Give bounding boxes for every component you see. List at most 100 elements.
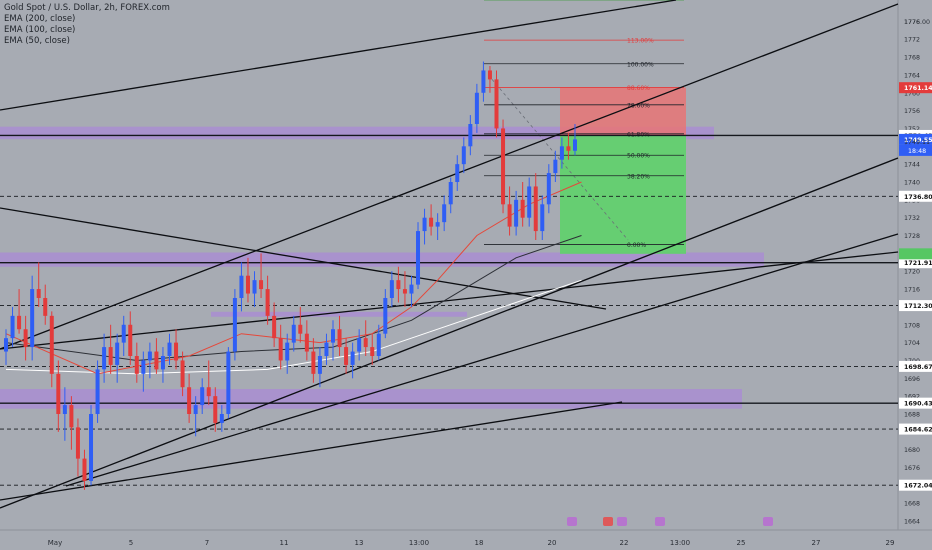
candle-body xyxy=(527,186,532,218)
candle-body xyxy=(265,289,270,316)
indicator-ema200[interactable]: EMA (200, close) xyxy=(4,14,76,24)
candle-body xyxy=(507,204,512,227)
candle-body xyxy=(487,70,492,80)
time-tick-label: 25 xyxy=(737,539,746,547)
candle-body xyxy=(239,275,244,298)
candle-body xyxy=(108,347,113,365)
indicator-ema50[interactable]: EMA (50, close) xyxy=(4,36,70,46)
candle-body xyxy=(56,373,61,414)
price-tick-label: 1732 xyxy=(904,215,920,222)
candle-body xyxy=(383,298,388,334)
price-axis-value: 1776.00 xyxy=(904,19,930,26)
price-tick-label: 1744 xyxy=(904,162,920,169)
candle-body xyxy=(514,199,519,227)
candle-body xyxy=(350,351,355,365)
price-axis-tag-label: 1684.62 xyxy=(904,427,932,434)
price-axis-tag xyxy=(899,257,932,269)
price-axis-tag-label: 1761.14 xyxy=(904,85,932,92)
candle-body xyxy=(259,280,264,290)
candle-body xyxy=(389,280,394,298)
event-marker xyxy=(603,517,613,526)
price-axis-tag-label: 1749.55 xyxy=(904,137,932,144)
price-axis-tag xyxy=(899,133,932,145)
price-axis-tag xyxy=(899,82,932,94)
candle-body xyxy=(468,124,473,147)
candle-body xyxy=(435,222,440,227)
candle-body xyxy=(252,280,257,294)
candle-body xyxy=(226,351,231,414)
candle-body xyxy=(357,338,362,352)
candle-body xyxy=(154,351,159,370)
candle-body xyxy=(494,79,499,129)
candle-body xyxy=(409,284,414,294)
candle-body xyxy=(174,342,179,361)
price-tick-label: 1696 xyxy=(904,376,920,383)
price-axis-tag-label: 1736.80 xyxy=(904,194,932,201)
candle-body xyxy=(30,289,35,348)
trend-line xyxy=(0,207,607,310)
event-marker xyxy=(763,517,773,526)
candle-body xyxy=(553,159,558,174)
indicator-ema100[interactable]: EMA (100, close) xyxy=(4,25,76,35)
event-marker xyxy=(617,517,627,526)
price-tick-label: 1692 xyxy=(904,394,920,401)
price-tick-label: 1716 xyxy=(904,287,920,294)
candle-body xyxy=(213,396,218,423)
trend-line xyxy=(0,0,677,111)
candle-body xyxy=(540,204,545,232)
candle-body xyxy=(49,315,54,374)
candle-body xyxy=(187,387,192,414)
candle-body xyxy=(376,333,381,356)
time-tick-label: 11 xyxy=(280,539,289,547)
candle-body xyxy=(285,342,290,361)
candle-body xyxy=(69,405,74,428)
price-tick-label: 1772 xyxy=(904,37,920,44)
time-tick-label: 7 xyxy=(205,539,209,547)
price-axis-tag-label: 1721.91 xyxy=(904,260,932,267)
price-tick-label: 1728 xyxy=(904,233,920,240)
price-tick-label: 1752 xyxy=(904,126,920,133)
candle-body xyxy=(298,324,303,334)
candle-body xyxy=(370,347,375,356)
candle-body xyxy=(141,360,146,374)
candle-body xyxy=(89,414,94,481)
symbol-title[interactable]: Gold Spot / U.S. Dollar, 2h, FOREX.com xyxy=(4,3,170,13)
time-tick-label: 20 xyxy=(548,539,557,547)
fib-level-label: 0.00% xyxy=(627,242,646,249)
candle-body xyxy=(23,329,28,348)
fib-level-label: 113.00% xyxy=(627,38,654,45)
candle-body xyxy=(317,356,322,374)
candle-body xyxy=(245,275,250,294)
price-axis-tag xyxy=(899,360,932,372)
candle-body xyxy=(147,351,152,361)
price-axis-value: 1749.11 xyxy=(904,139,930,146)
candle-body xyxy=(102,347,107,370)
price-tick-label: 1764 xyxy=(904,72,920,79)
price-tick-label: 1704 xyxy=(904,340,920,347)
candle-body xyxy=(546,173,551,205)
price-tick-label: 1768 xyxy=(904,55,920,62)
candle-body xyxy=(429,217,434,227)
candle-body xyxy=(180,360,185,388)
supply-demand-zone xyxy=(211,311,467,317)
candle-body xyxy=(278,338,283,361)
time-tick-label: 13 xyxy=(355,539,364,547)
trend-line xyxy=(0,157,899,509)
candle-body xyxy=(422,217,427,232)
candle-body xyxy=(75,427,80,459)
price-tick-label: 1680 xyxy=(904,447,920,454)
price-axis-tag xyxy=(899,423,932,435)
fib-level-label: 88.60% xyxy=(627,85,650,92)
fib-level-label: 38.20% xyxy=(627,173,650,180)
candle-body xyxy=(272,315,277,339)
candle-body xyxy=(43,298,48,316)
time-tick-label: 18 xyxy=(475,539,484,547)
trend-line xyxy=(0,251,899,350)
fib-level-label: 100.00% xyxy=(627,61,654,68)
candle-body xyxy=(566,146,571,151)
time-tick-label: May xyxy=(48,539,62,547)
price-tick-label: 1688 xyxy=(904,412,920,419)
price-tick-label: 1708 xyxy=(904,322,920,329)
time-tick-label: 13:00 xyxy=(670,539,690,547)
